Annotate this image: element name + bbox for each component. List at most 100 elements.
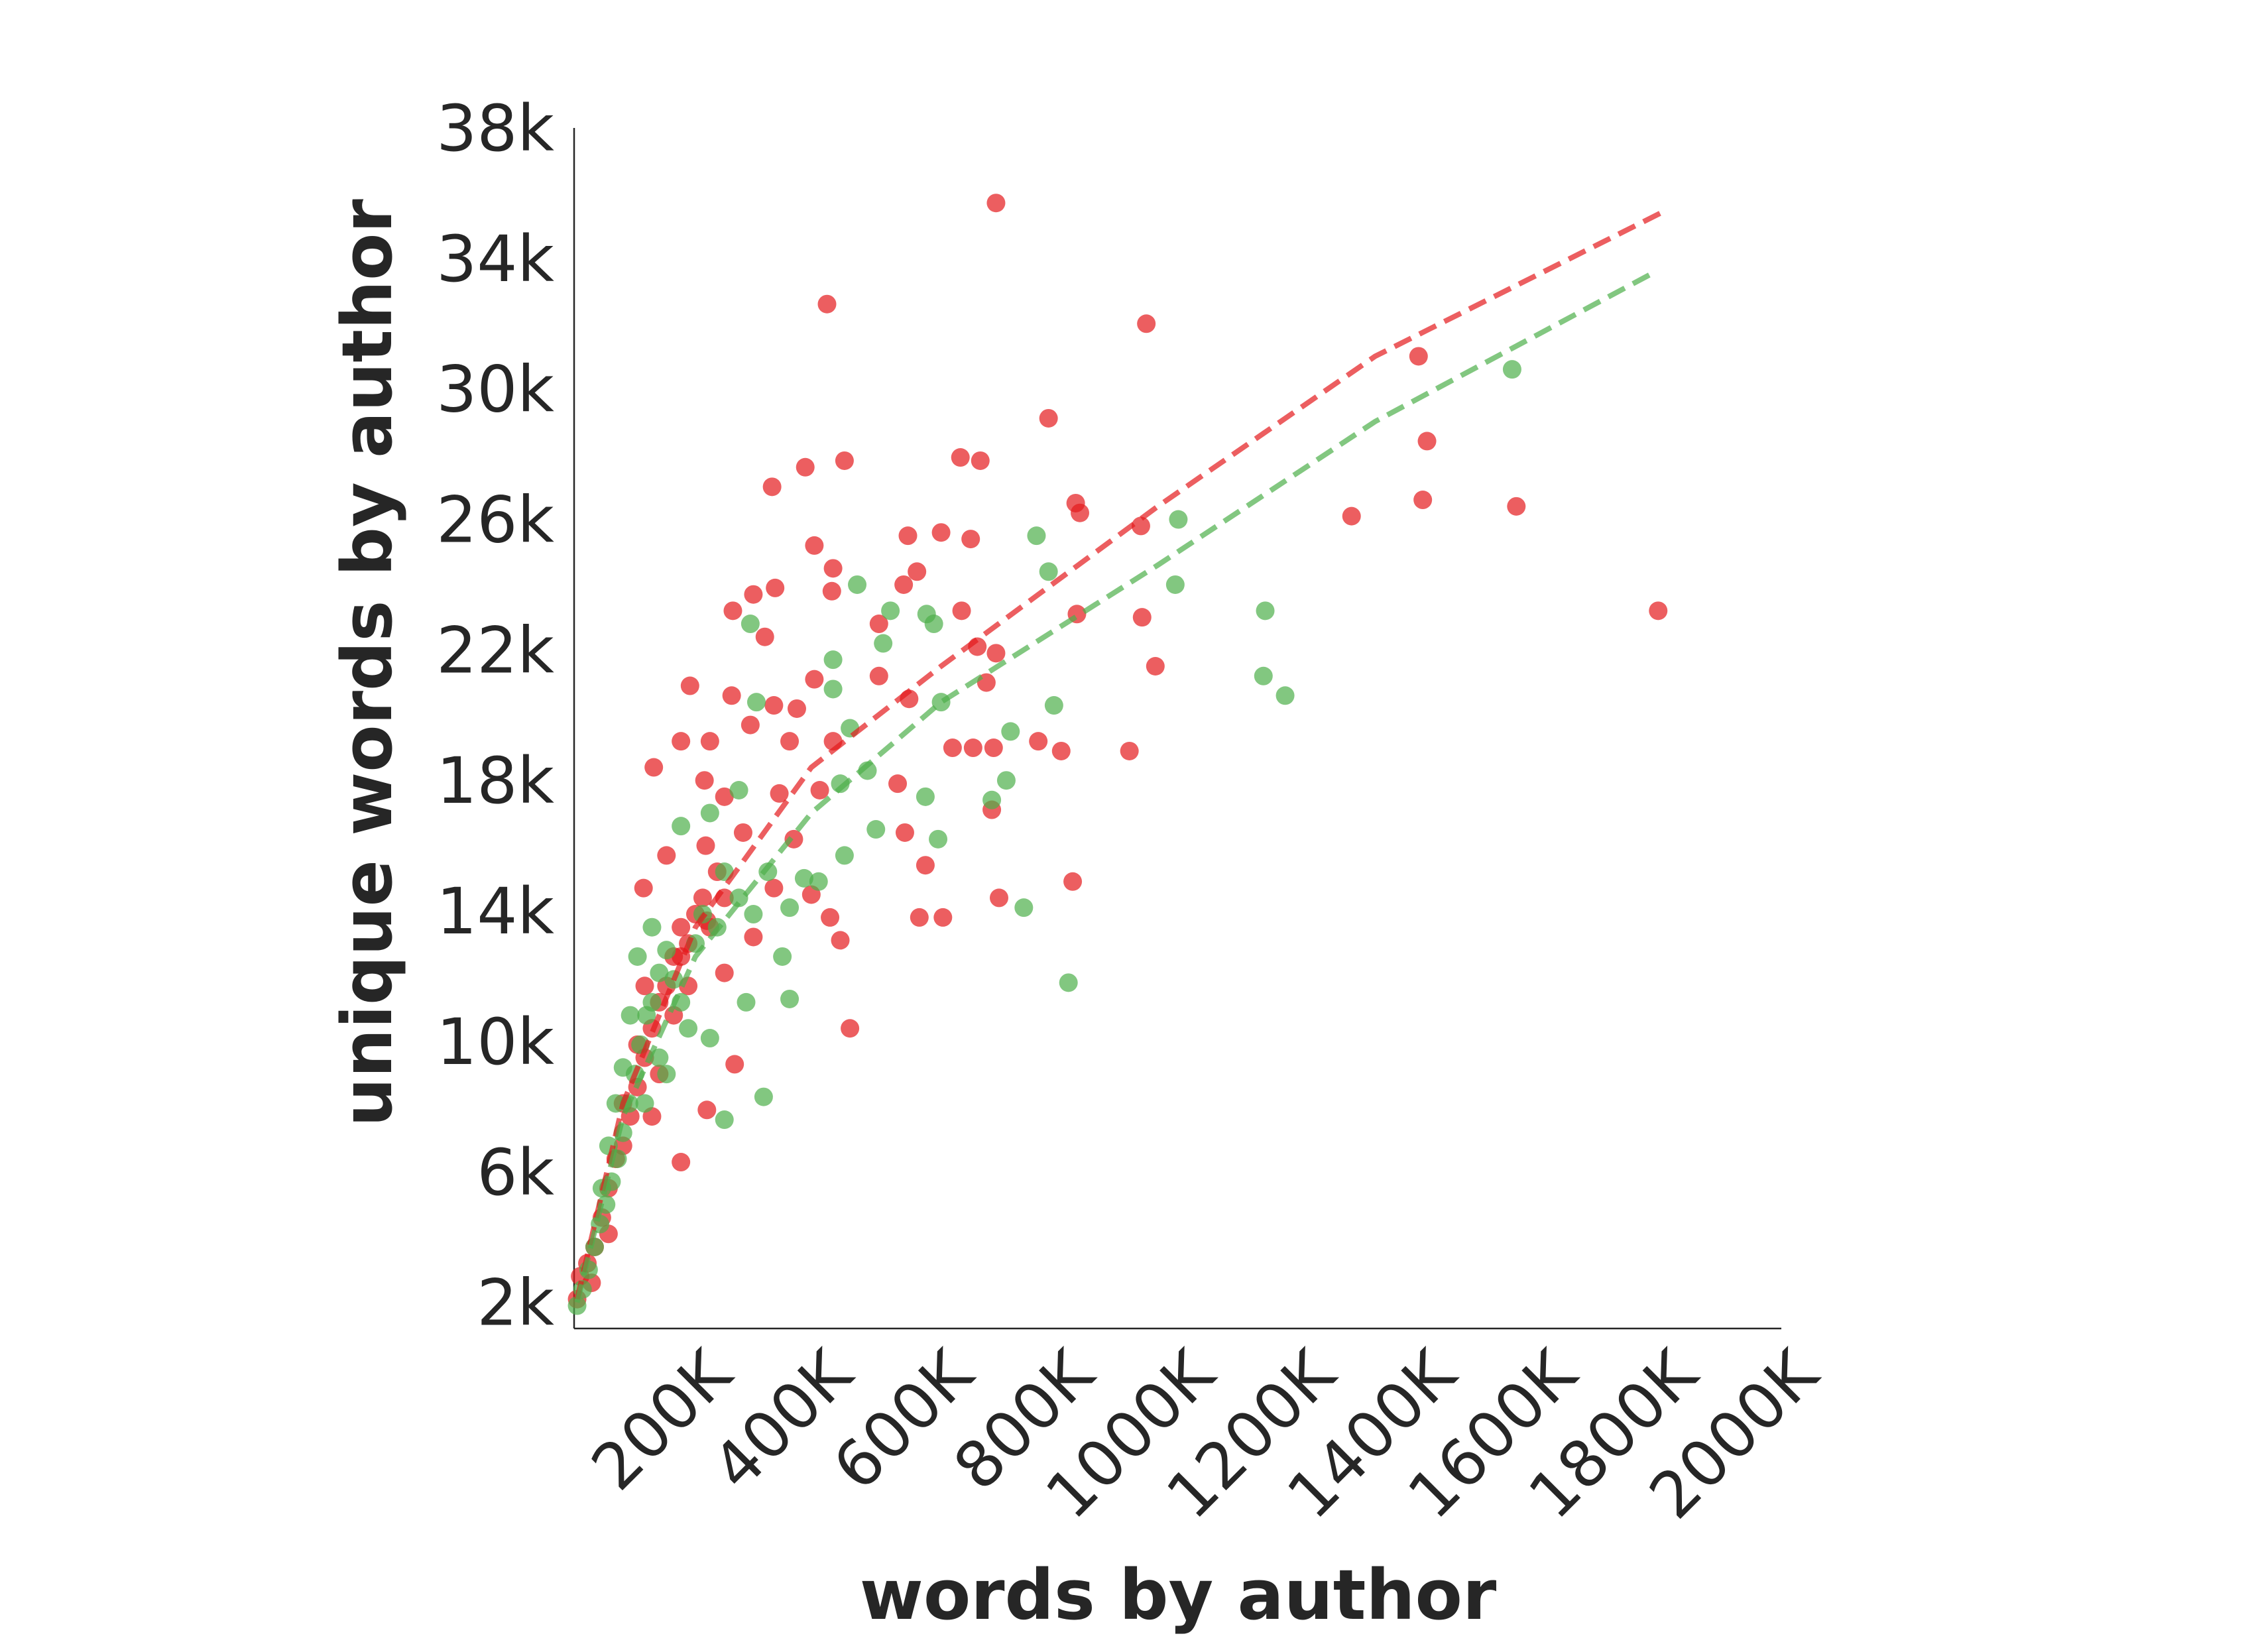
scatter-point bbox=[700, 803, 719, 823]
scatter-point bbox=[951, 448, 970, 467]
scatter-point bbox=[764, 878, 784, 898]
scatter-point bbox=[1120, 741, 1139, 760]
scatter-point bbox=[635, 1094, 654, 1113]
scatter-point bbox=[869, 615, 888, 634]
scatter-point bbox=[642, 992, 662, 1012]
scatter-point bbox=[809, 872, 828, 891]
y-tick-label: 6k bbox=[477, 1136, 554, 1210]
scatter-point bbox=[700, 1029, 719, 1048]
scatter-point bbox=[866, 820, 886, 839]
scatter-point bbox=[1146, 656, 1165, 676]
scatter-point bbox=[916, 856, 935, 875]
scatter-point bbox=[700, 732, 719, 751]
scatter-point bbox=[744, 905, 763, 924]
scatter-point bbox=[780, 732, 800, 751]
scatter-point bbox=[693, 888, 712, 908]
scatter-point bbox=[823, 559, 843, 578]
scatter-point bbox=[1417, 432, 1437, 451]
scatter-point bbox=[744, 927, 763, 947]
scatter-point bbox=[1014, 898, 1034, 917]
scatter-point bbox=[770, 784, 789, 803]
trend-line bbox=[574, 210, 1663, 1300]
scatter-point bbox=[672, 817, 691, 836]
scatter-point bbox=[679, 1019, 698, 1038]
y-tick-label: 10k bbox=[436, 1005, 554, 1079]
scatter-point bbox=[729, 781, 748, 800]
scatter-point bbox=[657, 1065, 676, 1084]
scatter-point bbox=[831, 931, 850, 950]
y-tick-label: 14k bbox=[436, 874, 554, 949]
scatter-point bbox=[821, 908, 840, 927]
scatter-point bbox=[996, 771, 1016, 790]
scatter-point bbox=[762, 477, 782, 497]
scatter-point bbox=[754, 1087, 773, 1106]
scatter-point bbox=[805, 670, 824, 689]
scatter-point bbox=[634, 878, 653, 898]
scatter-point bbox=[1029, 732, 1048, 751]
scatter-point bbox=[1502, 360, 1521, 379]
scatter-point bbox=[831, 774, 850, 794]
scatter-point bbox=[672, 917, 691, 937]
scatter-point bbox=[910, 908, 929, 927]
scatter-point bbox=[1070, 503, 1089, 522]
scatter-point bbox=[805, 536, 824, 555]
y-tick-label: 34k bbox=[436, 222, 554, 296]
x-tick-label: 600K bbox=[819, 1336, 988, 1505]
scatter-point bbox=[931, 523, 951, 542]
scatter-point bbox=[1044, 696, 1063, 715]
scatter-point bbox=[888, 774, 908, 794]
scatter-point bbox=[984, 738, 1003, 758]
scatter-point bbox=[766, 578, 785, 597]
scatter-point bbox=[780, 898, 800, 917]
scatter-point bbox=[1132, 608, 1152, 627]
scatter-point bbox=[1649, 601, 1668, 620]
y-axis-title: unique words by author bbox=[327, 199, 408, 1126]
scatter-point bbox=[1409, 347, 1428, 366]
scatter-point bbox=[989, 888, 1008, 908]
y-tick-label: 26k bbox=[436, 483, 554, 558]
scatter-point bbox=[787, 699, 806, 718]
scatter-point bbox=[898, 526, 918, 546]
scatter-point bbox=[982, 790, 1002, 809]
scatter-point bbox=[822, 581, 841, 601]
scatter-point bbox=[628, 947, 647, 966]
scatter-point bbox=[696, 836, 715, 855]
scatter-point bbox=[722, 686, 741, 705]
scatter-point bbox=[723, 601, 742, 620]
scatter-point bbox=[869, 666, 888, 685]
scatter-point bbox=[1063, 872, 1083, 891]
scatter-point bbox=[874, 634, 893, 653]
scatter-point bbox=[567, 1296, 587, 1315]
scatter-point bbox=[780, 989, 800, 1008]
scatter-point bbox=[758, 862, 778, 882]
scatter-point bbox=[725, 1055, 744, 1074]
scatter-point bbox=[715, 787, 734, 806]
scatter-point bbox=[697, 1100, 717, 1120]
scatter-point bbox=[1256, 601, 1275, 620]
scatter-point bbox=[657, 846, 676, 865]
scatter-point bbox=[1342, 506, 1361, 526]
scatter-point bbox=[961, 530, 980, 549]
scatter-point bbox=[1039, 408, 1058, 428]
scatter-point bbox=[952, 601, 971, 620]
scatter-point bbox=[744, 585, 763, 604]
scatter-point bbox=[835, 846, 854, 865]
y-tick-label: 18k bbox=[436, 744, 554, 818]
scatter-point bbox=[1001, 722, 1020, 741]
scatter-point bbox=[1169, 510, 1188, 529]
scatter-point bbox=[635, 976, 654, 996]
scatter-point bbox=[810, 781, 829, 800]
x-tick-label: 200K bbox=[577, 1336, 746, 1505]
scatter-point bbox=[1254, 666, 1273, 685]
scatter-point bbox=[644, 758, 664, 777]
scatter-point bbox=[933, 908, 953, 927]
scatter-point bbox=[613, 1058, 632, 1077]
scatter-point bbox=[755, 627, 774, 646]
scatter-point bbox=[773, 947, 792, 966]
scatter-point bbox=[971, 451, 990, 470]
scatter-point bbox=[715, 1110, 734, 1130]
scatter-point bbox=[924, 615, 943, 634]
scatter-point bbox=[1059, 973, 1078, 992]
scatter-point bbox=[929, 829, 948, 849]
scatter-point bbox=[642, 917, 662, 937]
